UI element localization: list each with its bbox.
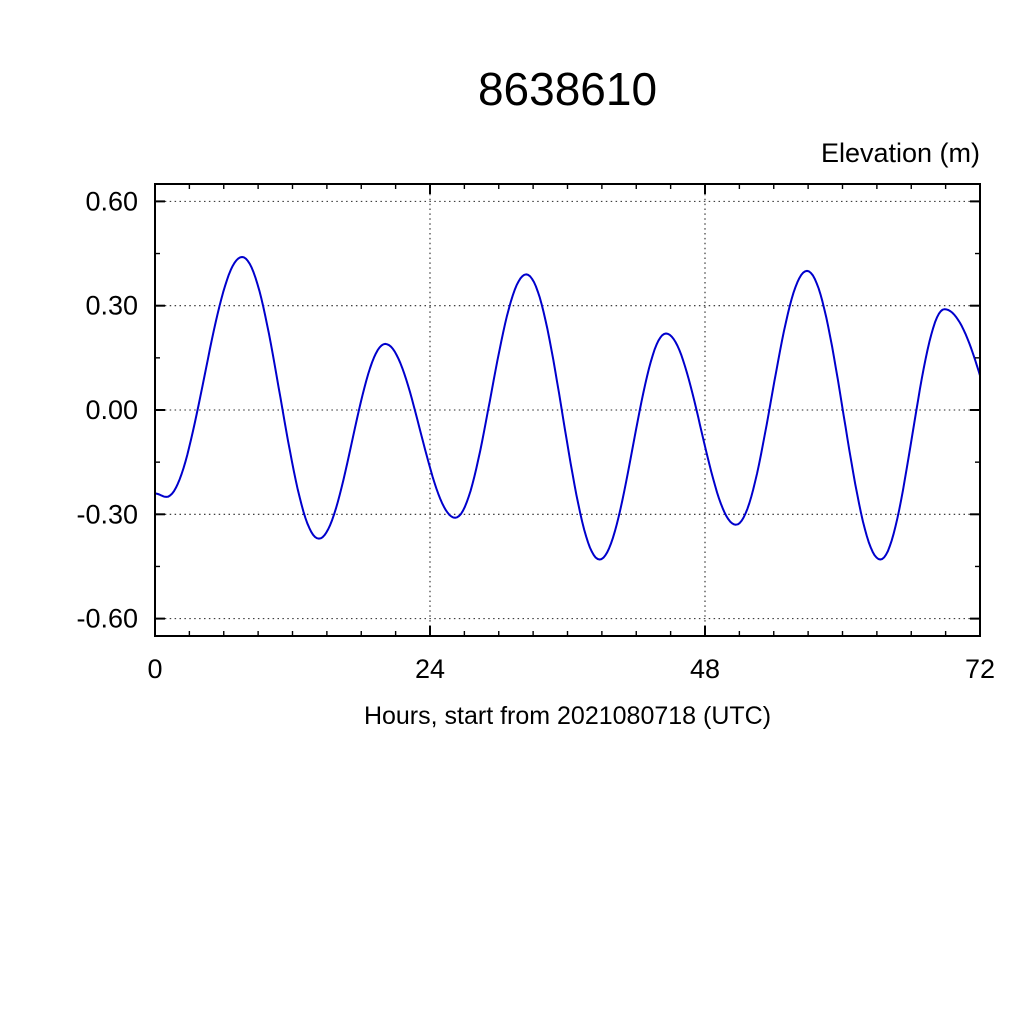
- tide-curve: [154, 256, 981, 561]
- x-axis-title: Hours, start from 2021080718 (UTC): [363, 702, 772, 730]
- x-tick-label: 24: [415, 654, 445, 684]
- y-tick-label: 0.30: [85, 291, 138, 321]
- chart-title: 8638610: [477, 63, 658, 115]
- y-tick-label: -0.30: [76, 499, 138, 529]
- y-tick-label: 0.00: [85, 395, 138, 425]
- x-tick-label: 48: [690, 654, 720, 684]
- x-tick-label: 0: [147, 654, 162, 684]
- y-axis-title: Elevation (m): [820, 138, 980, 168]
- y-tick-label: 0.60: [85, 186, 138, 216]
- y-tick-label: -0.60: [76, 604, 138, 634]
- x-tick-label: 72: [965, 654, 995, 684]
